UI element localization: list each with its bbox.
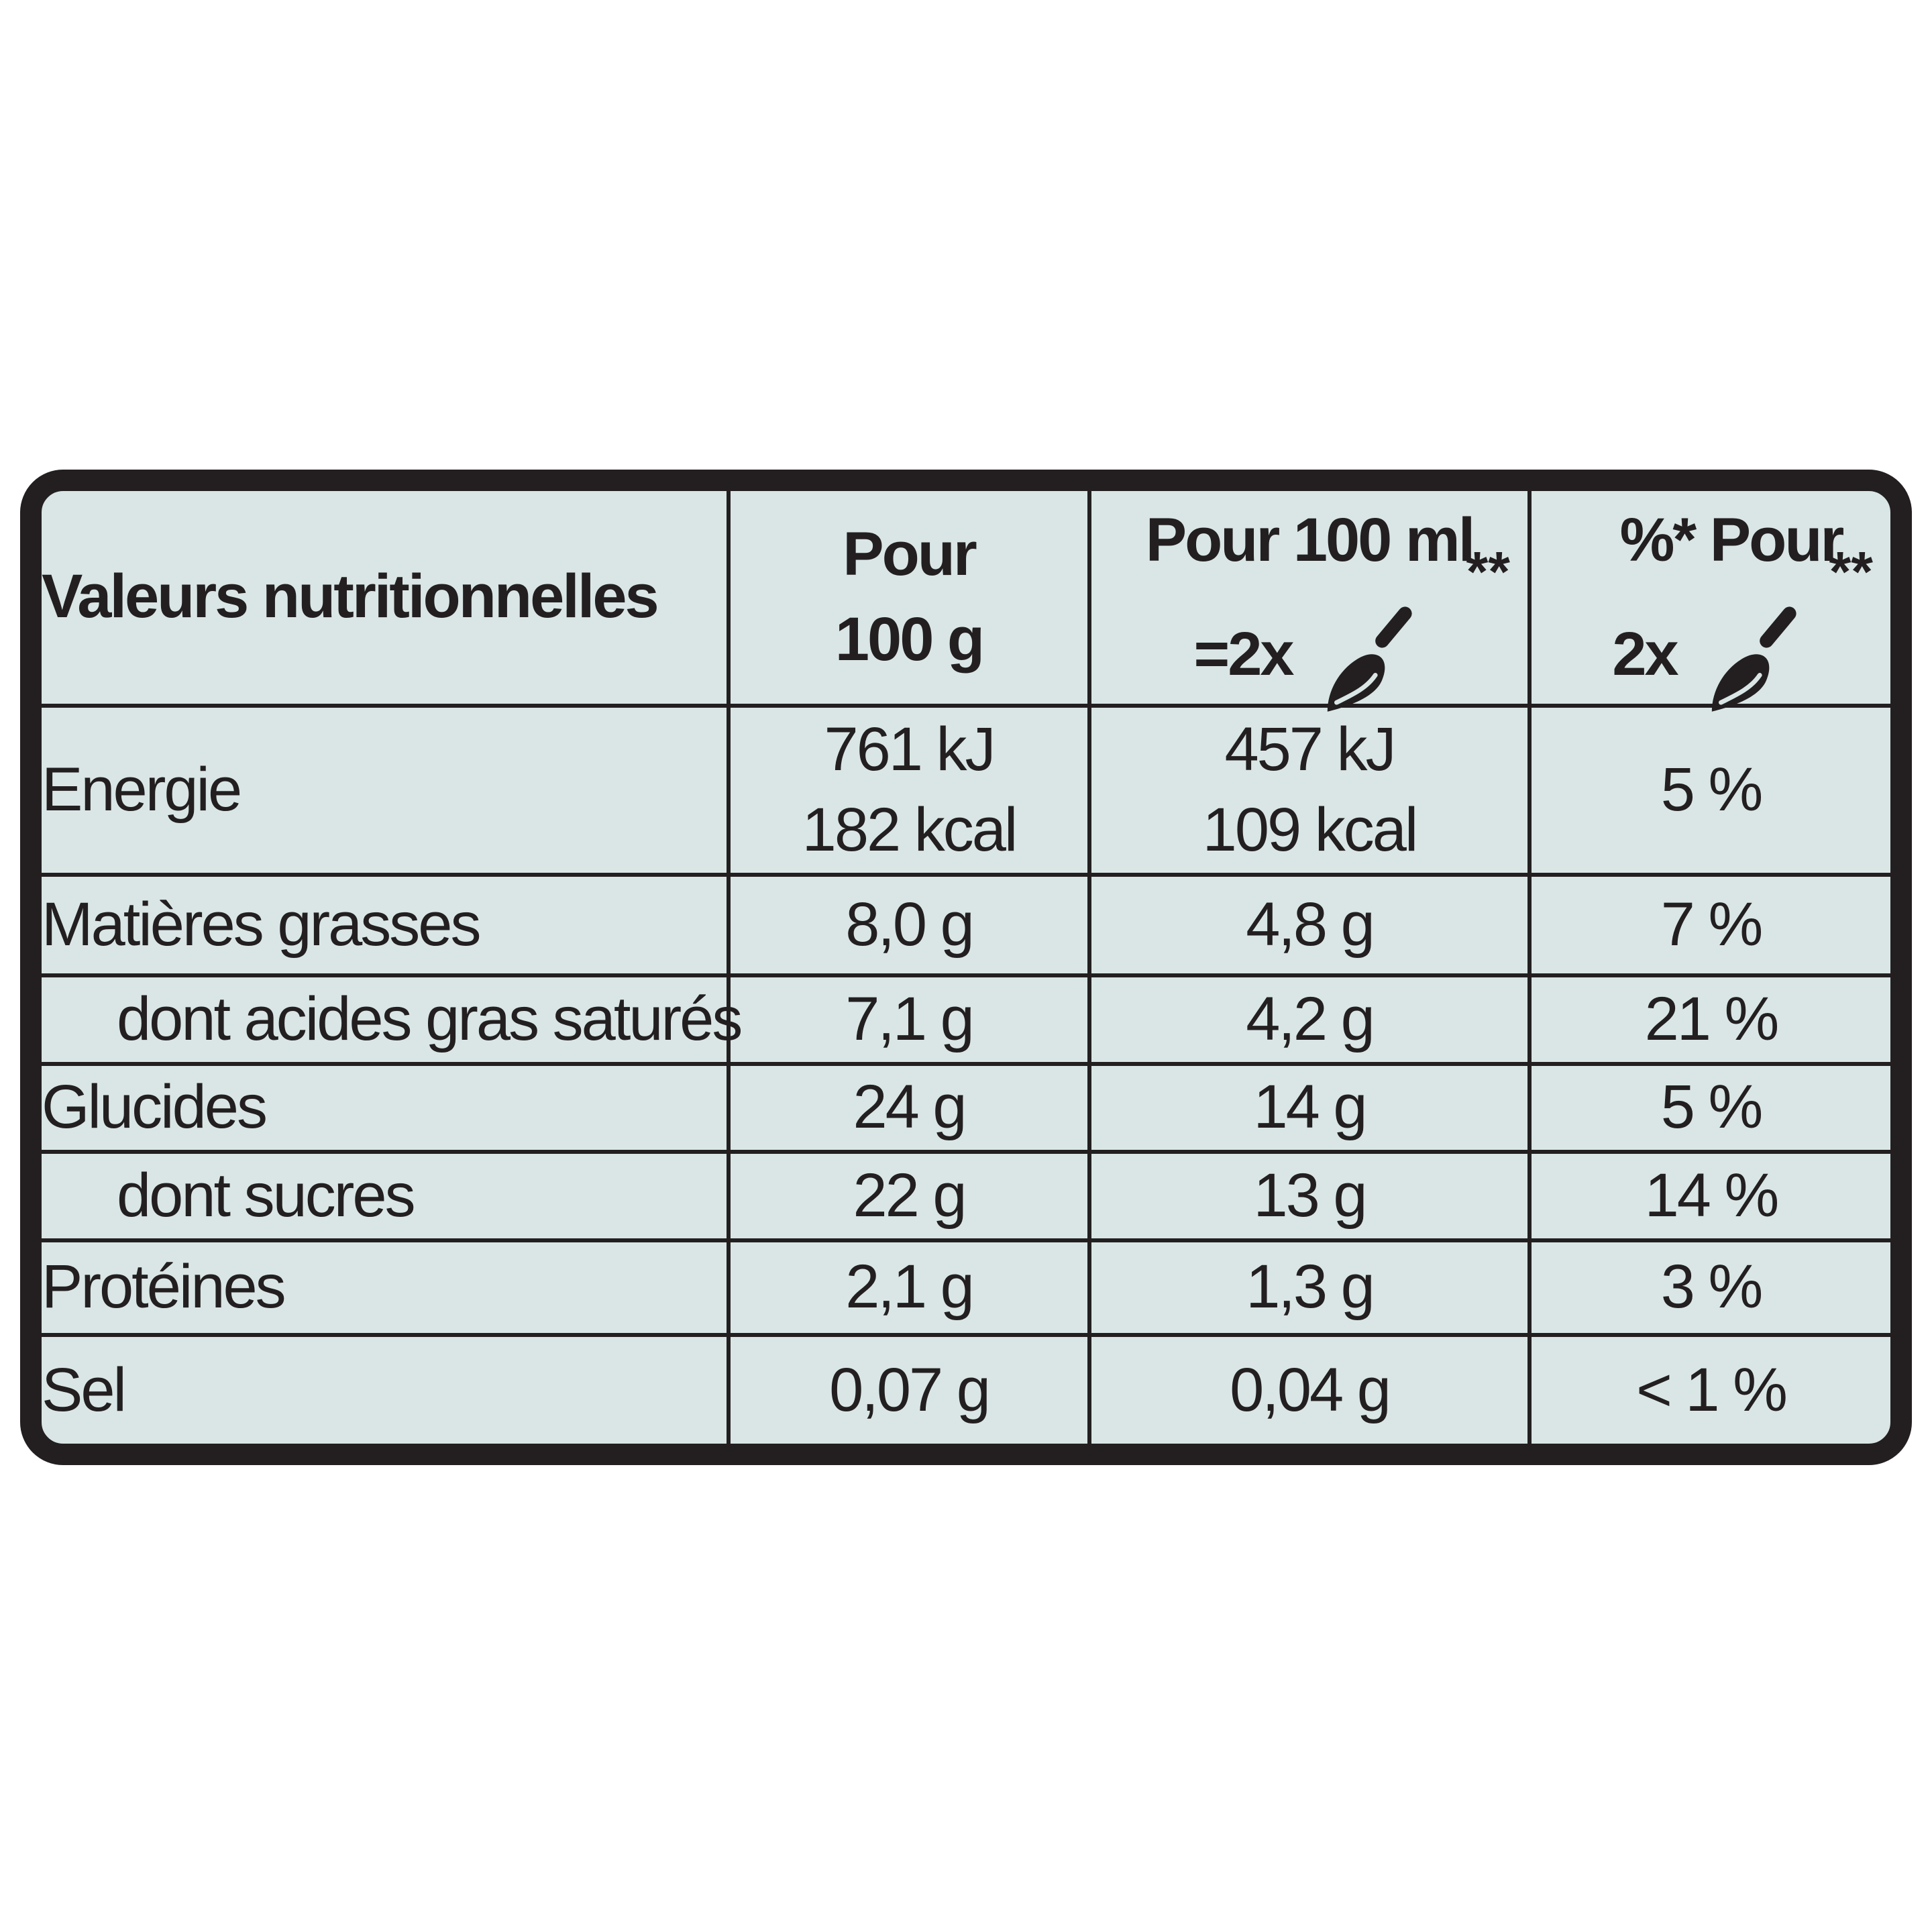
- energy-kj-per-100ml: 457 kJ: [1224, 715, 1396, 784]
- row-name: Protéines: [42, 1238, 731, 1338]
- header-percent: %* Pour 2x **: [1527, 491, 1890, 712]
- nutrition-table: Valeurs nutritionnelles Pour 100 g Pour …: [42, 491, 1890, 1444]
- header-per-100g-line2: 100 g: [835, 605, 985, 674]
- header-per-100ml-line2-wrap: =2x: [1193, 580, 1425, 712]
- row-name: dont sucres: [42, 1150, 731, 1242]
- value-per-100ml: 1,3 g: [1087, 1238, 1532, 1338]
- row-name: Sel: [42, 1333, 731, 1444]
- header-per-100g-line1: Pour: [843, 519, 977, 588]
- table-row: Glucides 24 g 14 g 5 %: [42, 1061, 1890, 1155]
- table-header-row: Valeurs nutritionnelles Pour 100 g Pour …: [42, 491, 1890, 712]
- value-percent: < 1 %: [1527, 1333, 1890, 1444]
- header-percent-line2: 2x: [1612, 619, 1678, 688]
- energy-kj-per-100g: 761 kJ: [824, 715, 996, 784]
- value-percent: 7 %: [1527, 873, 1890, 978]
- footnote-mark: **: [1466, 540, 1510, 603]
- value-percent: 21 %: [1527, 973, 1890, 1066]
- spoon-icon: [1711, 606, 1796, 712]
- spoon-icon: [1327, 606, 1412, 712]
- value-per-100g: 24 g: [727, 1061, 1091, 1155]
- row-name: dont acides gras saturés: [42, 973, 743, 1066]
- energy-kcal-per-100ml: 109 kcal: [1202, 796, 1419, 865]
- header-per-100g: Pour 100 g: [727, 491, 1091, 708]
- value-percent: 5 %: [1527, 1061, 1890, 1155]
- table-row: dont sucres 22 g 13 g 14 %: [42, 1150, 1890, 1242]
- value-per-100ml: 4,2 g: [1087, 973, 1532, 1066]
- value-percent: 14 %: [1527, 1150, 1890, 1242]
- value-per-100g: 0,07 g: [727, 1333, 1091, 1444]
- value-per-100ml: 457 kJ 109 kcal: [1087, 703, 1532, 877]
- table-row: Protéines 2,1 g 1,3 g 3 %: [42, 1238, 1890, 1338]
- value-percent: 3 %: [1527, 1238, 1890, 1338]
- table-row: Energie 761 kJ 182 kcal 457 kJ 109 kcal …: [42, 703, 1890, 877]
- header-per-100ml: Pour 100 ml =2x **: [1087, 491, 1532, 712]
- value-per-100g: 22 g: [727, 1150, 1091, 1242]
- value-per-100ml: 14 g: [1087, 1061, 1532, 1155]
- table-row: dont acides gras saturés 7,1 g 4,2 g 21 …: [42, 973, 1890, 1066]
- table-row: Matières grasses 8,0 g 4,8 g 7 %: [42, 873, 1890, 978]
- header-percent-line2-wrap: 2x: [1612, 580, 1809, 712]
- value-per-100g: 7,1 g: [727, 973, 1091, 1066]
- header-name: Valeurs nutritionnelles: [42, 491, 731, 708]
- nutrition-label: Valeurs nutritionnelles Pour 100 g Pour …: [20, 470, 1912, 1465]
- value-per-100g: 2,1 g: [727, 1238, 1091, 1338]
- header-per-100ml-line1: Pour 100 ml: [1145, 505, 1476, 574]
- header-percent-line1: %* Pour: [1619, 505, 1845, 574]
- value-per-100ml: 13 g: [1087, 1150, 1532, 1242]
- row-name: Matières grasses: [42, 873, 731, 978]
- value-percent: 5 %: [1527, 703, 1890, 877]
- row-name: Glucides: [42, 1061, 731, 1155]
- value-per-100g: 761 kJ 182 kcal: [727, 703, 1091, 877]
- table-row: Sel 0,07 g 0,04 g < 1 %: [42, 1333, 1890, 1444]
- footnote-mark: **: [1829, 540, 1873, 603]
- row-name: Energie: [42, 703, 731, 877]
- header-per-100ml-line2: =2x: [1193, 619, 1294, 688]
- energy-kcal-per-100g: 182 kcal: [802, 796, 1018, 865]
- value-per-100ml: 4,8 g: [1087, 873, 1532, 978]
- value-per-100g: 8,0 g: [727, 873, 1091, 978]
- value-per-100ml: 0,04 g: [1087, 1333, 1532, 1444]
